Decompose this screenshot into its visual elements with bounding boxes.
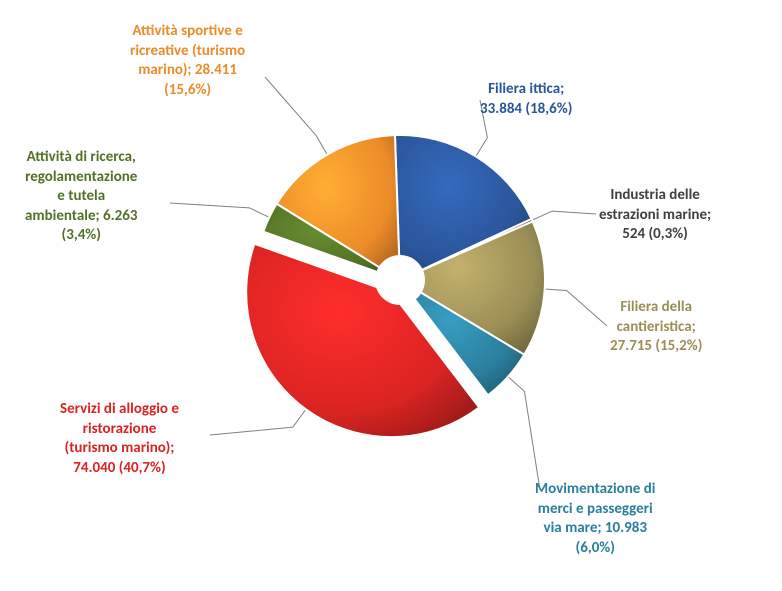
slice-label-line: 27.715 (15,2%)	[610, 337, 702, 357]
slice-label-line: Attività di ricerca,	[25, 148, 137, 168]
slice-label-line: 33.884 (18,6%)	[480, 100, 572, 120]
leader-line-servizi_alloggio	[210, 407, 308, 435]
slice-label-movimentazione: Movimentazione dimerci e passeggerivia m…	[535, 480, 655, 558]
slice-label-line: 74.040 (40,7%)	[60, 459, 179, 479]
slice-label-line: (15,6%)	[130, 81, 245, 101]
leader-line-movimentazione	[506, 375, 540, 490]
slice-label-line: merci e passeggeri	[535, 500, 655, 520]
slice-label-line: via mare; 10.983	[535, 519, 655, 539]
slice-label-line: estrazioni marine;	[599, 206, 711, 226]
slice-label-line: (6,0%)	[535, 539, 655, 559]
slice-label-line: ristorazione	[60, 420, 179, 440]
pie-chart-container: Filiera ittica;33.884 (18,6%) Industria d…	[0, 0, 782, 591]
leader-line-filiera_cantieristica	[542, 289, 607, 326]
slice-label-industria_estrazioni: Industria delleestrazioni marine;524 (0,…	[599, 186, 711, 245]
slice-label-line: Attività sportive e	[130, 22, 245, 42]
leader-line-industria_estrazioni	[529, 211, 596, 221]
slice-label-line: Industria delle	[599, 186, 711, 206]
leader-line-attivita_ricerca	[170, 203, 272, 219]
slice-label-line: e tutela	[25, 187, 137, 207]
leader-line-attivita_sportive	[265, 77, 329, 157]
slice-label-line: Filiera ittica;	[480, 80, 572, 100]
slice-label-attivita_sportive: Attività sportive ericreative (turismoma…	[130, 22, 245, 100]
slice-label-line: 524 (0,3%)	[599, 225, 711, 245]
slice-label-filiera_cantieristica: Filiera dellacantieristica;27.715 (15,2%…	[610, 298, 702, 357]
slice-label-attivita_ricerca: Attività di ricerca,regolamentazionee tu…	[25, 148, 137, 246]
slice-label-line: Movimentazione di	[535, 480, 655, 500]
pie-center-hole	[375, 255, 425, 305]
slice-label-line: (turismo marino);	[60, 439, 179, 459]
slice-label-line: Filiera della	[610, 298, 702, 318]
slice-label-line: ricreative (turismo	[130, 42, 245, 62]
slice-label-line: (3,4%)	[25, 226, 137, 246]
pie-chart-svg	[0, 0, 782, 591]
slice-label-filiera_ittica: Filiera ittica;33.884 (18,6%)	[480, 80, 572, 119]
slice-label-servizi_alloggio: Servizi di alloggio eristorazione(turism…	[60, 400, 179, 478]
slice-label-line: ambientale; 6.263	[25, 207, 137, 227]
slice-label-line: Servizi di alloggio e	[60, 400, 179, 420]
slice-label-line: marino); 28.411	[130, 61, 245, 81]
slice-label-line: regolamentazione	[25, 168, 137, 188]
slice-label-line: cantieristica;	[610, 318, 702, 338]
